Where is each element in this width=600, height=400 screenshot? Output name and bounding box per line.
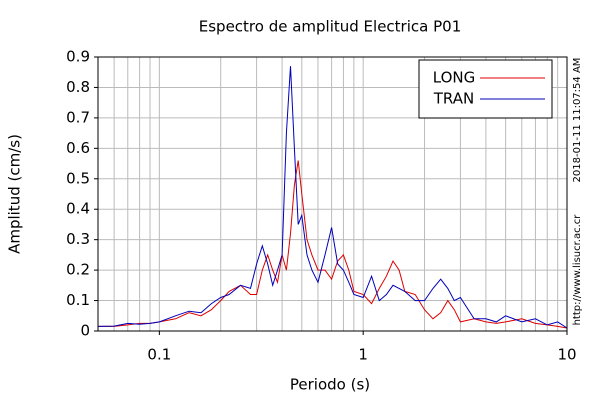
y-tick-label: 0.9: [66, 48, 90, 66]
y-tick-label: 0.7: [66, 108, 90, 126]
legend-label: LONG: [433, 69, 475, 87]
y-tick-label: 0.5: [66, 169, 90, 187]
x-tick-label: 10: [557, 346, 576, 364]
y-tick-label: 0.1: [66, 291, 90, 309]
y-tick-label: 0.6: [66, 139, 90, 157]
x-tick-label: 1: [358, 346, 368, 364]
y-axis-title: Amplitud (cm/s): [6, 134, 24, 254]
x-tick-label: 0.1: [147, 346, 171, 364]
legend-label: TRAN: [433, 90, 474, 108]
y-tick-label: 0.3: [66, 230, 90, 248]
timestamp: 2018-01-11 11:07:54 AM: [572, 58, 583, 183]
y-tick-label: 0.4: [66, 200, 90, 218]
legend-box: [418, 59, 553, 119]
data-line: [97, 66, 568, 329]
x-axis-title: Periodo (s): [290, 376, 370, 394]
y-tick-label: 0.8: [66, 78, 90, 96]
source: http://www.lisucr.ac.cr: [572, 214, 583, 326]
y-tick-label: 0.2: [66, 261, 90, 279]
y-tick-label: 0: [80, 322, 90, 340]
data-line: [98, 160, 568, 329]
plot-border: [97, 56, 568, 332]
chart-title: Espectro de amplitud Electrica P01: [199, 18, 462, 36]
